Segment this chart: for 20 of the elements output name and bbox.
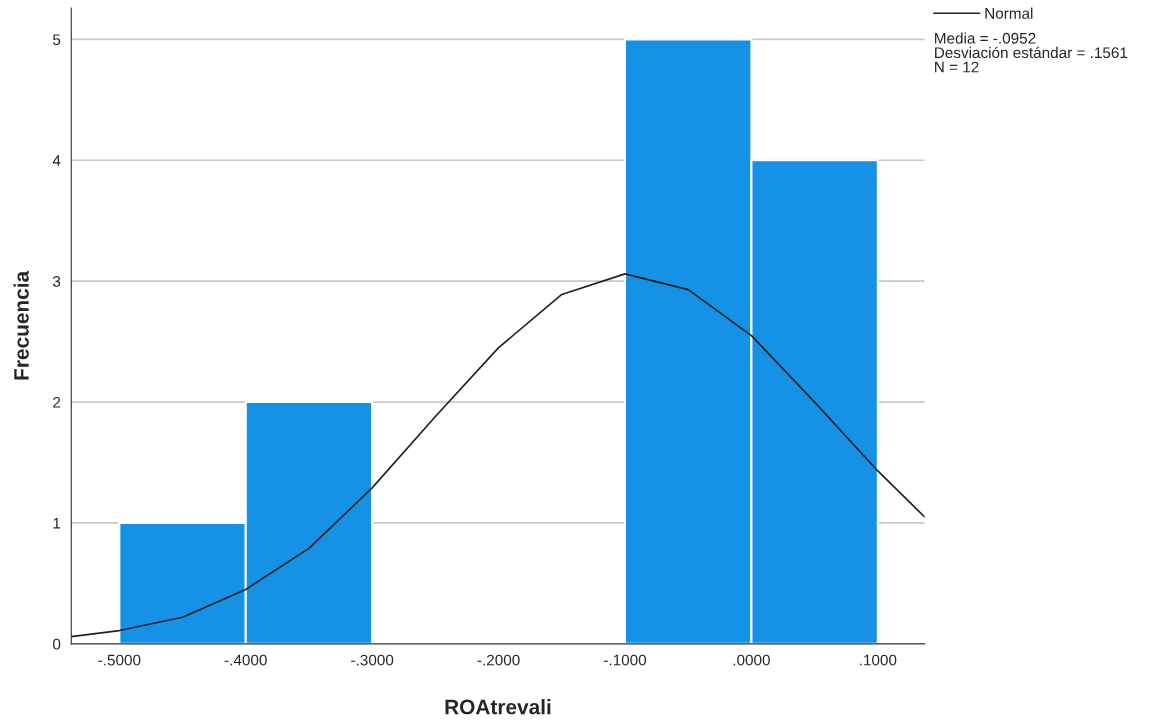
y-tick-label: 4 <box>52 155 61 166</box>
y-tick-label: 5 <box>53 34 61 46</box>
y-axis-title: Frecuencia <box>13 270 29 380</box>
x-tick-label: -.4000 <box>224 654 267 666</box>
y-tick-label: 2 <box>53 396 61 408</box>
x-tick-label: .0000 <box>733 654 770 666</box>
y-tick-label: 1 <box>53 517 61 529</box>
x-tick-label: -.5000 <box>98 654 141 666</box>
x-tick-label: .1000 <box>860 654 897 666</box>
line-series <box>71 273 925 638</box>
text: Media = -.0952 <box>935 32 1036 44</box>
x-axis-title: ROAtrevali <box>445 699 551 715</box>
y-tick-label: 0 <box>52 638 61 650</box>
text: Desviación estándar = .1561 <box>935 46 1128 59</box>
y-tick-label: 3 <box>52 276 61 287</box>
x-tick-label: -.3000 <box>351 654 394 666</box>
x-tick-label: -.2000 <box>477 654 520 666</box>
legend-label: Normal <box>985 7 1033 19</box>
x-tick-label: -.1000 <box>604 654 647 666</box>
text: N = 12 <box>935 61 979 73</box>
